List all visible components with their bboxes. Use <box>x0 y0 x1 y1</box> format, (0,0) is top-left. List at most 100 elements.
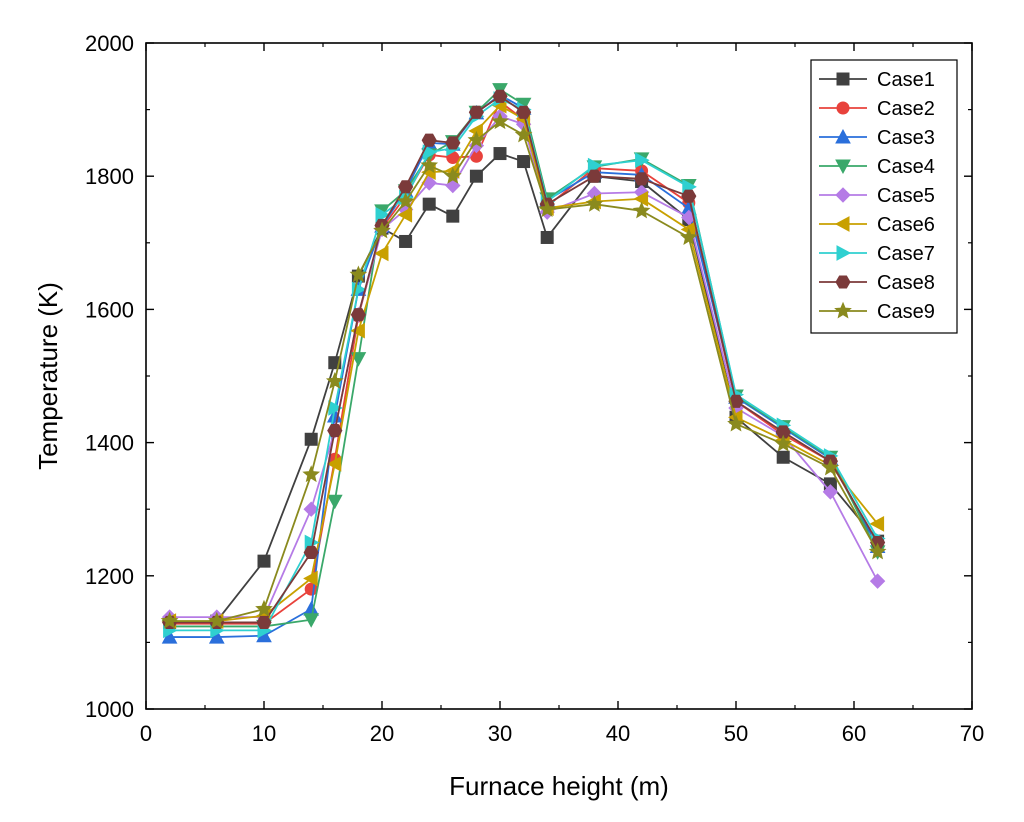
legend-marker <box>836 101 850 115</box>
legend-label: Case8 <box>877 272 935 294</box>
data-point <box>350 322 365 339</box>
data-point <box>302 465 321 483</box>
y-tick-label: 1400 <box>85 431 134 456</box>
data-point <box>587 157 603 174</box>
data-point <box>303 501 319 517</box>
data-point <box>445 136 461 150</box>
x-axis-title: Furnace height (m) <box>449 771 669 801</box>
data-point <box>397 206 413 223</box>
data-point <box>514 125 533 143</box>
data-point <box>303 570 318 587</box>
axes-layer: 0 10 20 30 40 50 60 70 1000 1200 1400 1600 1800 2000 <box>85 31 984 746</box>
x-tick-label: 10 <box>252 721 276 746</box>
legend-label: Case3 <box>877 127 935 149</box>
data-point <box>303 545 319 560</box>
data-point <box>491 112 509 130</box>
series-case5 <box>161 108 886 625</box>
series-case1 <box>163 147 885 629</box>
x-tick-label: 20 <box>370 721 394 746</box>
data-point <box>421 133 437 147</box>
legend-marker <box>835 187 851 203</box>
data-point <box>256 615 272 629</box>
legend-marker <box>835 275 851 289</box>
y-tick-label: 1000 <box>85 697 134 722</box>
legend-entry: Case2 <box>819 98 935 120</box>
data-point <box>443 166 462 184</box>
x-tick-label: 30 <box>488 721 512 746</box>
data-point <box>349 265 368 283</box>
data-point <box>446 209 460 223</box>
data-point <box>869 573 886 589</box>
data-point <box>775 425 791 439</box>
data-point <box>492 89 508 103</box>
data-point <box>399 234 413 248</box>
data-point <box>632 201 651 219</box>
series-line <box>169 120 879 622</box>
data-point <box>160 611 179 629</box>
data-point <box>538 200 557 218</box>
legend-label: Case1 <box>877 69 935 91</box>
y-tick-label: 1600 <box>85 297 134 322</box>
series-line <box>169 115 879 618</box>
data-point <box>868 542 887 560</box>
data-point <box>420 156 439 174</box>
data-point <box>821 458 840 476</box>
data-point <box>776 450 790 464</box>
legend-marker <box>835 159 851 175</box>
series-layer <box>160 83 887 644</box>
legend-entry: Case8 <box>819 272 935 294</box>
data-point <box>493 147 507 161</box>
series-case7 <box>163 91 886 639</box>
legend-entry: Case1 <box>819 69 935 91</box>
series-line <box>169 104 879 622</box>
data-point <box>327 424 343 438</box>
x-tick-label: 70 <box>960 721 984 746</box>
series-case2 <box>163 95 885 631</box>
data-point <box>304 432 318 446</box>
data-point <box>303 601 320 616</box>
legend-marker <box>836 245 852 261</box>
data-point <box>679 228 698 245</box>
data-point <box>398 180 414 194</box>
data-point <box>350 352 367 367</box>
legend: Case1 Case2 Case3 Case4 Case5 Case6 Case7 Case8… <box>810 59 958 334</box>
legend-entry: Case7 <box>819 243 935 265</box>
x-tick-label: 60 <box>842 721 866 746</box>
series-case9 <box>160 112 887 629</box>
legend-marker <box>834 301 852 319</box>
data-point <box>728 394 744 408</box>
series-case3 <box>161 86 886 644</box>
series-case6 <box>161 97 885 629</box>
data-point <box>822 484 839 500</box>
data-point <box>257 554 271 568</box>
data-point <box>373 245 389 262</box>
series-line <box>169 97 879 632</box>
data-point <box>469 169 483 183</box>
series-line <box>169 93 879 638</box>
x-tick-label: 40 <box>606 721 630 746</box>
data-point <box>727 414 745 432</box>
data-point <box>445 177 461 194</box>
legend-box <box>810 59 958 334</box>
data-point <box>635 152 650 169</box>
legend-entry: Case3 <box>819 127 935 149</box>
legend-label: Case9 <box>877 301 935 323</box>
data-point <box>325 372 344 389</box>
data-point <box>207 611 226 629</box>
data-point <box>326 456 342 472</box>
legend-entry: Case9 <box>819 301 935 323</box>
data-point <box>350 308 366 322</box>
data-point <box>375 206 391 223</box>
legend-entry: Case4 <box>819 156 935 178</box>
data-point <box>585 194 604 212</box>
x-tick-label: 50 <box>724 721 748 746</box>
x-tick-label: 0 <box>140 721 152 746</box>
legend-label: Case2 <box>877 98 935 120</box>
data-point <box>681 189 697 203</box>
data-point <box>326 494 343 510</box>
data-point <box>774 434 793 452</box>
data-point <box>373 221 391 239</box>
data-point <box>468 105 484 119</box>
series-line <box>169 100 879 625</box>
